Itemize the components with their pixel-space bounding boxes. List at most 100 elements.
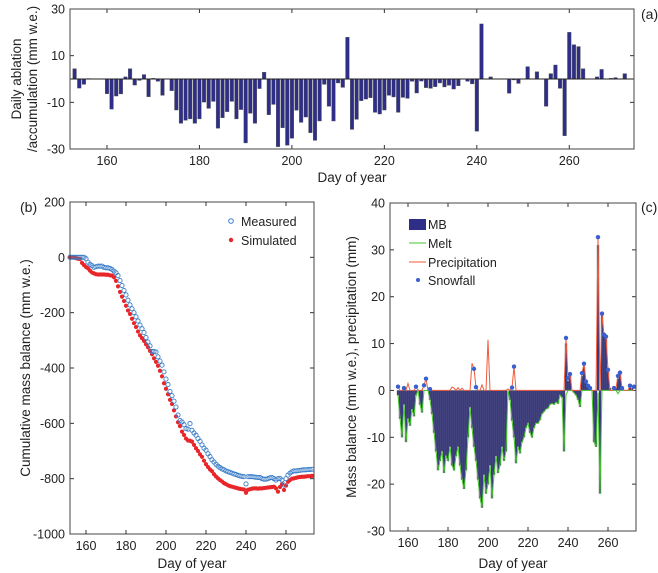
ablation-bar — [141, 74, 146, 80]
panel-a-ylabel-line1: Daily ablation — [9, 38, 24, 119]
ablation-bar — [118, 78, 123, 95]
panel-a-ytick-label: 30 — [51, 3, 65, 17]
panel-c-mass-balance-precipitation-chart: 160 180 200 220 240 260 -30 -20 -10 0 10 20 30 40 — [367, 197, 637, 550]
mb-bar — [530, 390, 534, 438]
ablation-bar — [276, 78, 281, 147]
snowfall-point — [605, 367, 611, 373]
mb-bar — [522, 390, 526, 438]
measured-point — [127, 302, 133, 308]
ablation-bar — [197, 78, 202, 120]
legend-simulated-marker — [228, 237, 234, 243]
ablation-bar — [470, 78, 475, 85]
mb-bar — [500, 390, 504, 447]
mb-bar — [548, 390, 552, 405]
mb-bar — [488, 390, 492, 466]
simulated-point — [201, 458, 207, 463]
measured-point — [173, 404, 179, 410]
measured-point — [133, 314, 139, 320]
legend-snowfall-label: Snowfall — [428, 274, 475, 288]
mb-bar — [444, 390, 448, 457]
ablation-bar — [359, 78, 364, 101]
ablation-bar — [252, 78, 257, 124]
mb-bar — [546, 390, 550, 409]
snowfall-point — [401, 385, 407, 391]
simulated-point — [123, 303, 129, 308]
mb-bar — [518, 390, 522, 454]
mb-bar — [602, 336, 606, 391]
measured-point — [169, 393, 175, 399]
panel-b-ytick-label: 0 — [58, 251, 65, 265]
mb-bar — [544, 390, 548, 410]
measured-point — [239, 473, 245, 480]
ablation-bar — [266, 78, 271, 115]
measured-point — [155, 354, 161, 360]
measured-point — [125, 297, 131, 303]
ablation-bar — [336, 78, 341, 84]
snowfall-point — [611, 385, 617, 391]
simulated-point — [117, 289, 123, 295]
simulated-point — [163, 386, 169, 391]
ablation-bar — [516, 78, 521, 84]
snowfall-point — [587, 385, 593, 391]
ablation-bar — [72, 68, 77, 80]
measured-point — [307, 466, 313, 473]
ablation-bar — [534, 71, 539, 80]
precipitation-line — [397, 237, 634, 392]
ablation-bar — [548, 73, 553, 80]
ablation-bar — [581, 68, 586, 80]
panel-b-ytick-label: -200 — [40, 306, 65, 320]
ablation-bar — [132, 78, 137, 86]
simulated-point — [275, 489, 281, 494]
ablation-bar — [160, 78, 165, 96]
ablation-bar — [456, 78, 461, 86]
snowfall-point — [423, 376, 429, 381]
mb-bar — [454, 390, 458, 457]
ablation-bar — [183, 78, 188, 121]
ablation-bar — [239, 78, 244, 110]
ablation-bar — [544, 78, 549, 107]
measured-point — [159, 362, 165, 368]
simulated-point — [135, 329, 141, 334]
simulated-point — [195, 448, 201, 454]
measured-point — [131, 310, 137, 316]
mb-bar — [552, 390, 556, 405]
ablation-bar — [262, 72, 267, 80]
simulated-point — [273, 486, 279, 491]
simulated-point — [281, 487, 287, 493]
simulated-point — [243, 490, 249, 495]
panel-a-xlabel: Day of year — [317, 170, 387, 185]
panel-b-xtick-label: 200 — [156, 539, 177, 553]
mb-bar — [402, 390, 406, 405]
ablation-bar — [229, 78, 234, 102]
panel-b-xtick-label: 240 — [236, 539, 257, 553]
simulated-point — [133, 324, 139, 330]
measured-point — [121, 287, 127, 294]
ablation-bar — [433, 78, 438, 87]
panel-c-xtick-label: 200 — [478, 536, 499, 550]
measured-point — [115, 273, 121, 279]
panel-b-ytick-label: -400 — [40, 362, 65, 376]
ablation-bar — [599, 69, 604, 80]
mb-bar — [496, 390, 500, 474]
snowfall-point — [583, 379, 589, 384]
panel-c-frame — [389, 202, 637, 532]
ablation-bar — [391, 78, 396, 98]
simulated-point — [161, 381, 167, 386]
ablation-bar — [225, 78, 230, 112]
mb-bar — [536, 390, 540, 424]
measured-point — [141, 330, 147, 336]
panel-c-ytick-label: 20 — [371, 290, 385, 304]
panel-a-xtick-label: 180 — [189, 154, 210, 168]
panel-b-xtick-label: 180 — [116, 539, 137, 553]
measured-point — [129, 306, 135, 312]
mb-bar — [494, 390, 498, 457]
panel-c-xlabel: Day of year — [478, 556, 548, 571]
snowfall-point — [413, 384, 419, 389]
ablation-bar — [562, 78, 567, 136]
panel-b-ytick-label: -600 — [40, 417, 65, 431]
snowfall-point — [565, 376, 571, 381]
simulated-point — [189, 439, 195, 444]
ablation-bar — [368, 78, 373, 98]
melt-line — [397, 388, 634, 508]
simulated-point — [131, 321, 137, 326]
